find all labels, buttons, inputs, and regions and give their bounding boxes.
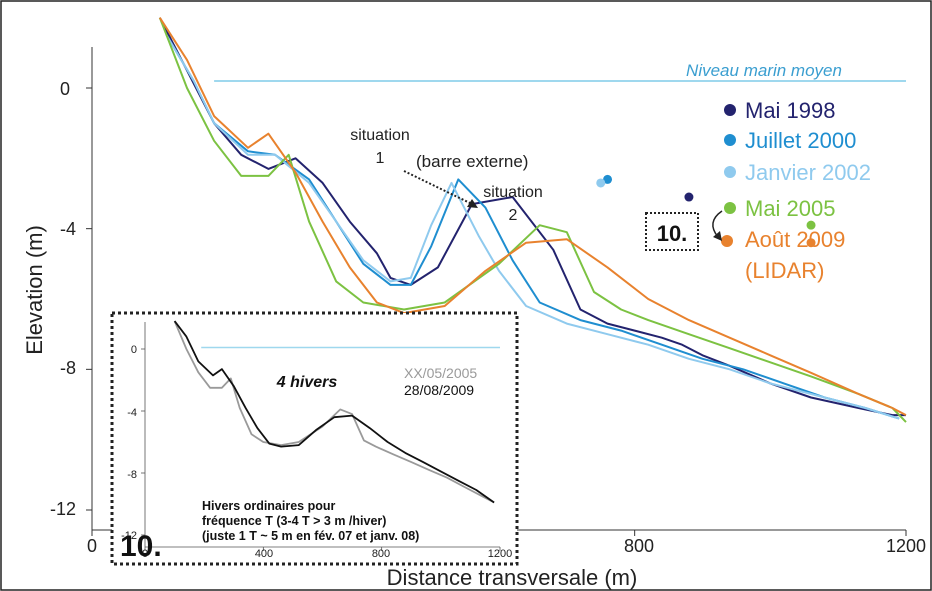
legend-label-mai-2005: Mai 2005 — [745, 196, 836, 221]
inset-series-line-28-08-2009 — [173, 320, 495, 504]
inset-legend-2009: 28/08/2009 — [404, 382, 474, 398]
inset-axes — [141, 322, 501, 551]
inset-y-tick-label: -12 — [121, 530, 137, 542]
inset-x-tick-label: 1200 — [488, 548, 512, 560]
inset-frame — [110, 311, 519, 566]
annotation-arrowhead — [467, 199, 478, 208]
annotation-situation-1-number: 1 — [376, 150, 385, 167]
x-axis-label: Distance transversale (m) — [387, 565, 638, 590]
inset-x-tick-label: 0 — [142, 548, 148, 560]
legend-label-janvier-2002: Janvier 2002 — [745, 160, 871, 185]
annotation-situation-2-number: 2 — [509, 207, 518, 224]
y-tick-label: -12 — [50, 499, 76, 519]
main-series-markers — [596, 174, 816, 248]
annotation-situation-2: situation — [483, 184, 543, 201]
inset-series-lines — [173, 320, 495, 504]
x-tick-label: 800 — [624, 536, 654, 556]
main-series-lines — [158, 17, 907, 423]
annotation-arrow — [403, 170, 475, 206]
legend-label-mai-1998: Mai 1998 — [745, 98, 836, 123]
annotation-barre-externe: (barre externe) — [416, 152, 528, 171]
y-tick-label: -8 — [60, 358, 76, 378]
inset-x-tick-label: 400 — [255, 548, 273, 560]
inset-x-tick-label: 800 — [372, 548, 390, 560]
series-line-janvier-2002 — [165, 34, 900, 420]
annotation-situation-1: situation — [350, 127, 410, 144]
series-marker-mai-1998 — [684, 192, 694, 202]
inset-note-line-3: (juste 1 T ~ 5 m en fév. 07 et janv. 08) — [202, 529, 419, 543]
legend: Mai 1998 Juillet 2000 Janvier 2002 Mai 2… — [645, 98, 871, 283]
reference-line-label: Niveau marin moyen — [686, 61, 842, 80]
x-tick-label: 1200 — [886, 536, 926, 556]
y-axis-label: Elevation (m) — [22, 225, 47, 355]
series-marker-mai-2005 — [806, 220, 816, 230]
inset-note-line-1: Hivers ordinaires pour — [202, 499, 336, 513]
inset-y-tick-label: -8 — [127, 469, 137, 481]
inset-note-line-2: fréquence T (3-4 T > 3 m /hiver) — [202, 514, 386, 528]
inset-y-tick-label: -4 — [127, 407, 137, 419]
legend-marker-mai-2005 — [724, 202, 736, 214]
y-tick-label: -4 — [60, 219, 76, 239]
legend-label-juillet-2000: Juillet 2000 — [745, 128, 856, 153]
legend-marker-juillet-2000 — [724, 134, 736, 146]
x-tick-label: 0 — [87, 536, 97, 556]
series-marker-janvier-2002 — [596, 178, 606, 188]
inset-legend-2005: XX/05/2005 — [404, 365, 477, 381]
inset-title: 4 hivers — [276, 374, 338, 391]
series-marker-juillet-2000 — [603, 174, 613, 184]
series-line-ao-t-2009 — [158, 17, 907, 416]
legend-box-10 — [645, 212, 699, 251]
y-tick-label: 0 — [60, 79, 70, 99]
legend-label-aout-2009: Août 2009 — [745, 227, 845, 252]
legend-curved-arrowhead — [713, 231, 722, 241]
series-marker-ao-t-2009 — [806, 238, 816, 248]
inset-y-tick-label: 0 — [131, 344, 137, 356]
inset-panel: 0 -4 -8 -12 0 400 800 1200 4 hivers XX/0… — [110, 311, 519, 566]
legend-marker-mai-1998 — [724, 104, 736, 116]
series-line-mai-2005 — [158, 17, 907, 423]
legend-box-10-label: 10. — [657, 221, 688, 246]
inset-panel-label: 10. — [120, 530, 162, 563]
legend-label-lidar: (LIDAR) — [745, 258, 824, 283]
legend-marker-aout-2009 — [721, 235, 733, 247]
legend-marker-janvier-2002 — [724, 166, 736, 178]
